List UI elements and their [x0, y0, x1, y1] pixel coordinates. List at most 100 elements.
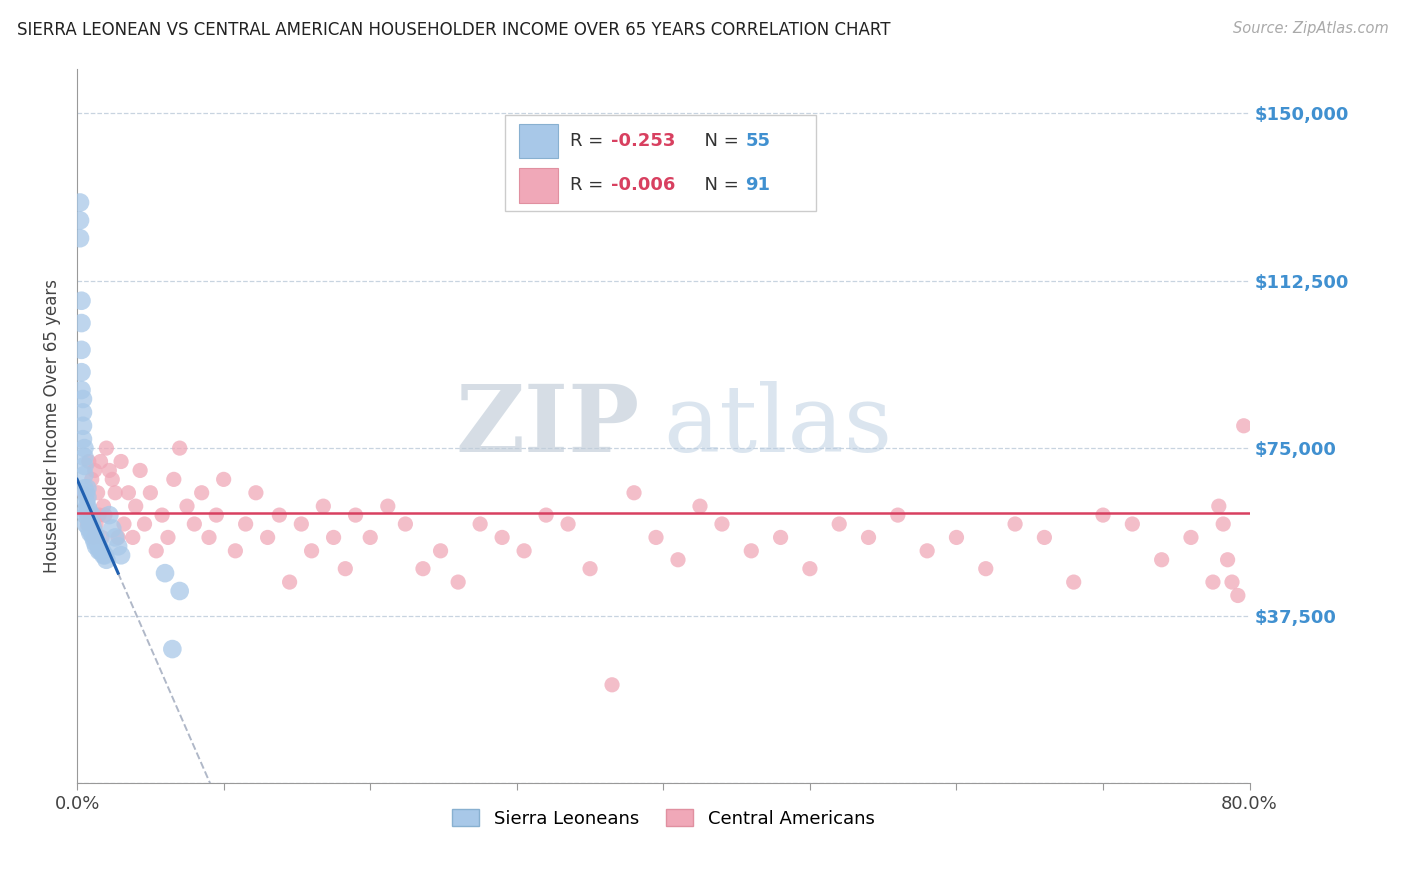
Point — [87, 540, 110, 554]
Text: atlas: atlas — [664, 381, 893, 471]
Point — [190, 485, 212, 500]
Point — [107, 540, 129, 554]
Point — [83, 463, 105, 477]
Point — [212, 472, 235, 486]
Text: Source: ZipAtlas.com: Source: ZipAtlas.com — [1233, 21, 1389, 37]
Point — [163, 472, 186, 486]
Point — [169, 584, 191, 599]
Point — [87, 544, 110, 558]
Point — [1033, 530, 1056, 544]
Point — [80, 516, 103, 531]
Point — [858, 530, 880, 544]
Legend: Sierra Leoneans, Central Americans: Sierra Leoneans, Central Americans — [444, 802, 882, 835]
Point — [94, 508, 117, 522]
Point — [689, 499, 711, 513]
Point — [156, 530, 179, 544]
Point — [72, 392, 94, 406]
Point — [75, 485, 97, 500]
Point — [76, 481, 98, 495]
Text: N =: N = — [693, 177, 744, 194]
Point — [412, 562, 434, 576]
Point — [290, 516, 312, 531]
Point — [82, 521, 104, 535]
Point — [429, 544, 451, 558]
Point — [335, 562, 357, 576]
Point — [887, 508, 910, 522]
Point — [1150, 553, 1173, 567]
Point — [377, 499, 399, 513]
Point — [579, 562, 602, 576]
Point — [69, 213, 91, 227]
Point — [73, 467, 96, 482]
Point — [79, 516, 101, 531]
Point — [91, 544, 114, 558]
Point — [77, 454, 100, 468]
Point — [98, 508, 121, 522]
Point — [93, 549, 115, 563]
Point — [73, 481, 96, 495]
Point — [491, 530, 513, 544]
Point — [125, 499, 148, 513]
Point — [77, 521, 100, 535]
Point — [77, 503, 100, 517]
Point — [76, 490, 98, 504]
Point — [534, 508, 557, 522]
Point — [974, 562, 997, 576]
Point — [73, 458, 96, 473]
Point — [828, 516, 851, 531]
Point — [110, 549, 132, 563]
Point — [83, 535, 105, 549]
Point — [80, 508, 103, 522]
Text: SIERRA LEONEAN VS CENTRAL AMERICAN HOUSEHOLDER INCOME OVER 65 YEARS CORRELATION : SIERRA LEONEAN VS CENTRAL AMERICAN HOUSE… — [17, 21, 890, 39]
Point — [468, 516, 491, 531]
Point — [301, 544, 323, 558]
Point — [799, 562, 821, 576]
Point — [245, 485, 267, 500]
Point — [117, 485, 139, 500]
Point — [710, 516, 733, 531]
Point — [90, 544, 112, 558]
Point — [77, 512, 100, 526]
Point — [70, 365, 93, 379]
Point — [134, 516, 156, 531]
Point — [96, 553, 118, 567]
Point — [83, 525, 105, 540]
Point — [72, 405, 94, 419]
Point — [769, 530, 792, 544]
FancyBboxPatch shape — [505, 115, 815, 211]
Point — [79, 525, 101, 540]
Text: 55: 55 — [745, 132, 770, 150]
Point — [80, 472, 103, 486]
Point — [75, 494, 97, 508]
Text: N =: N = — [693, 132, 744, 150]
Y-axis label: Householder Income Over 65 years: Householder Income Over 65 years — [44, 279, 60, 573]
Point — [70, 383, 93, 397]
FancyBboxPatch shape — [519, 169, 558, 202]
Point — [1202, 575, 1225, 590]
Point — [90, 454, 112, 468]
Point — [224, 544, 246, 558]
Point — [1208, 499, 1230, 513]
Point — [69, 231, 91, 245]
Point — [86, 485, 108, 500]
Point — [107, 530, 129, 544]
Point — [94, 549, 117, 563]
Text: -0.253: -0.253 — [610, 132, 675, 150]
Point — [600, 678, 623, 692]
Text: -0.006: -0.006 — [610, 177, 675, 194]
Point — [84, 540, 107, 554]
Point — [86, 535, 108, 549]
Text: ZIP: ZIP — [456, 381, 640, 471]
Point — [359, 530, 381, 544]
Point — [557, 516, 579, 531]
Point — [1212, 516, 1234, 531]
Point — [162, 642, 184, 657]
Point — [70, 316, 93, 330]
Point — [198, 530, 221, 544]
Point — [101, 521, 124, 535]
Point — [176, 499, 198, 513]
FancyBboxPatch shape — [519, 124, 558, 158]
Point — [72, 418, 94, 433]
Point — [112, 516, 135, 531]
Point — [1216, 553, 1239, 567]
